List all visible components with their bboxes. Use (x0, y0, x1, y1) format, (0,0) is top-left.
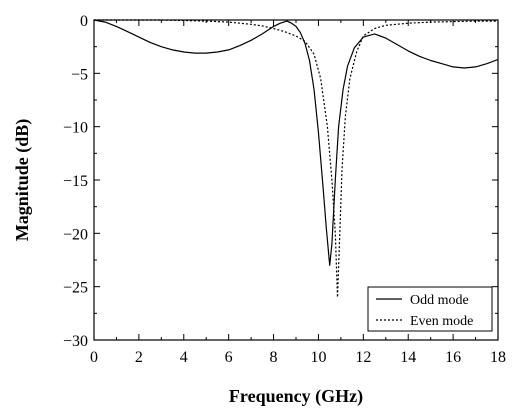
y-tick-label: −20 (63, 226, 88, 243)
series-line-even-mode (94, 19, 498, 298)
legend-box (367, 286, 493, 332)
x-tick-label: 10 (310, 349, 326, 366)
y-tick-label: −25 (63, 280, 88, 297)
x-tick-label: 16 (445, 349, 461, 366)
series-line-odd-mode (93, 19, 499, 266)
y-axis-title: Magnitude (dB) (12, 119, 33, 242)
x-axis-title: Frequency (GHz) (229, 386, 363, 407)
x-tick-label: 4 (180, 349, 188, 366)
x-tick-label: 18 (490, 349, 506, 366)
y-tick-label: −30 (63, 333, 88, 350)
y-tick-label: −15 (63, 173, 88, 190)
x-tick-label: 8 (270, 349, 278, 366)
plot-frame (93, 19, 499, 341)
legend-label: Even mode (410, 314, 473, 329)
legend-label: Odd mode (410, 293, 469, 308)
y-tick-label: −5 (71, 66, 88, 83)
y-tick-label: 0 (80, 13, 88, 30)
legend: Odd mode Even mode (367, 286, 493, 332)
x-tick-label: 12 (355, 349, 371, 366)
series-layer (93, 19, 499, 298)
x-tick-label: 6 (225, 349, 233, 366)
x-tick-label: 2 (135, 349, 143, 366)
x-tick-label: 14 (400, 349, 416, 366)
y-tick-label: −10 (63, 120, 88, 137)
x-tick-label: 0 (90, 349, 98, 366)
tick-labels: 0 2 4 6 8 10 12 14 16 18 0 −5 −10 −15 −20 −25 −30 (63, 13, 506, 366)
